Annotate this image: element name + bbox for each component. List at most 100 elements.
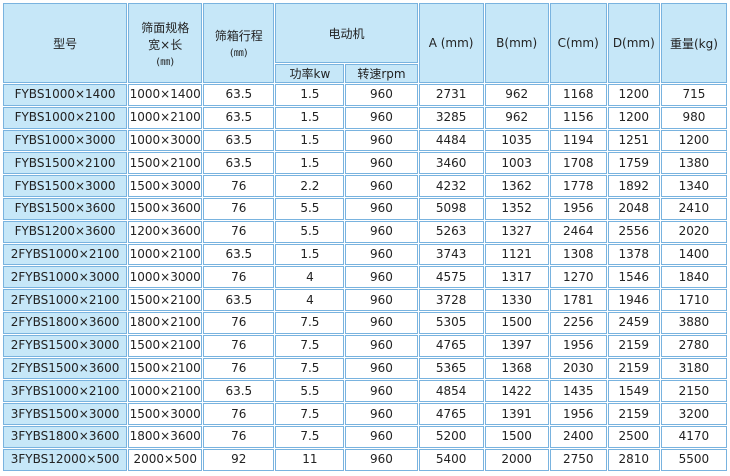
table-cell: 1946 xyxy=(607,289,660,311)
table-cell: 5.5 xyxy=(275,220,345,243)
table-cell: 63.5 xyxy=(203,152,275,175)
table-cell: 980 xyxy=(660,106,727,129)
table-cell: 1500×2100 xyxy=(128,334,203,357)
table-cell: 1710 xyxy=(660,289,727,311)
table-cell: 63.5 xyxy=(203,129,275,152)
table-cell: 962 xyxy=(484,106,549,129)
table-cell: 1380 xyxy=(660,152,727,175)
table-cell: 960 xyxy=(345,448,418,471)
table-cell: 3728 xyxy=(418,289,484,311)
table-cell: 3285 xyxy=(418,106,484,129)
table-cell: 1549 xyxy=(607,380,660,403)
table-cell: 960 xyxy=(345,220,418,243)
table-cell: 1435 xyxy=(549,380,607,403)
table-cell: 76 xyxy=(203,357,275,380)
table-cell: 1.5 xyxy=(275,152,345,175)
table-cell: 960 xyxy=(345,311,418,334)
table-cell: 715 xyxy=(660,84,727,106)
table-cell: 960 xyxy=(345,289,418,311)
table-row: FYBS1000×2100 1000×2100 63.5 1.5 960 3285 962 1… xyxy=(3,106,727,129)
table-cell: 4 xyxy=(275,266,345,289)
table-cell: 1035 xyxy=(484,129,549,152)
table-cell: 960 xyxy=(345,403,418,425)
table-cell: 1546 xyxy=(607,266,660,289)
table-cell: 3FYBS1000×2100 xyxy=(3,380,128,403)
table-cell: 2000 xyxy=(484,448,549,471)
table-cell: 1317 xyxy=(484,266,549,289)
table-cell: 3743 xyxy=(418,243,484,266)
table-cell: 3180 xyxy=(660,357,727,380)
table-cell: 2556 xyxy=(607,220,660,243)
table-cell: 1000×2100 xyxy=(128,380,203,403)
table-cell: 1330 xyxy=(484,289,549,311)
table-cell: 2159 xyxy=(607,357,660,380)
table-cell: 1251 xyxy=(607,129,660,152)
header-cell: 转速rpm xyxy=(345,64,418,83)
table-cell: 1892 xyxy=(607,175,660,197)
table-cell: 5500 xyxy=(660,448,727,471)
table-cell: 1500 xyxy=(484,311,549,334)
table-cell: 2FYBS1500×3000 xyxy=(3,334,128,357)
table-cell: FYBS1200×3600 xyxy=(3,220,128,243)
table-body: FYBS1000×1400 1000×1400 63.5 1.5 960 2731 962 1… xyxy=(3,84,727,471)
table-cell: 3880 xyxy=(660,311,727,334)
table-cell: 1778 xyxy=(549,175,607,197)
header-cell: 重量(kg) xyxy=(660,3,727,83)
table-row: 2FYBS1000×2100 1500×2100 63.5 4 960 3728 1330 1… xyxy=(3,289,727,311)
header-cell: D(mm) xyxy=(607,3,660,83)
table-cell: 5.5 xyxy=(275,380,345,403)
table-cell: 7.5 xyxy=(275,425,345,448)
table-cell: 3460 xyxy=(418,152,484,175)
table-cell: 1500×2100 xyxy=(128,357,203,380)
table-cell: 3200 xyxy=(660,403,727,425)
table-row: 2FYBS1500×3000 1500×2100 76 7.5 960 4765 1397 1… xyxy=(3,334,727,357)
table-cell: FYBS1500×2100 xyxy=(3,152,128,175)
table-cell: 4232 xyxy=(418,175,484,197)
table-cell: FYBS1000×1400 xyxy=(3,84,128,106)
header-cell: 型号 xyxy=(3,3,128,83)
table-cell: 76 xyxy=(203,334,275,357)
header-cell: B(mm) xyxy=(484,3,549,83)
table-cell: 76 xyxy=(203,220,275,243)
table-cell: 1327 xyxy=(484,220,549,243)
table-row: FYBS1500×3600 1500×3600 76 5.5 960 5098 1352 19… xyxy=(3,197,727,220)
table-cell: 63.5 xyxy=(203,289,275,311)
table-row: FYBS1500×2100 1500×2100 63.5 1.5 960 3460 1003… xyxy=(3,152,727,175)
table-cell: 1840 xyxy=(660,266,727,289)
table-cell: 2750 xyxy=(549,448,607,471)
table-cell: 7.5 xyxy=(275,311,345,334)
table-cell: 2000×500 xyxy=(128,448,203,471)
table-cell: 5400 xyxy=(418,448,484,471)
table-cell: 63.5 xyxy=(203,380,275,403)
table-cell: 1362 xyxy=(484,175,549,197)
table-cell: 1956 xyxy=(549,197,607,220)
table-row: FYBS1200×3600 1200×3600 76 5.5 960 5263 1327 24… xyxy=(3,220,727,243)
table-cell: 1000×3000 xyxy=(128,129,203,152)
table-cell: FYBS1500×3600 xyxy=(3,197,128,220)
table-cell: 2159 xyxy=(607,403,660,425)
table-cell: FYBS1000×2100 xyxy=(3,106,128,129)
table-cell: 1397 xyxy=(484,334,549,357)
table-cell: 960 xyxy=(345,106,418,129)
header-cell: 电动机 xyxy=(275,3,418,63)
table-cell: 4484 xyxy=(418,129,484,152)
table-cell: 2810 xyxy=(607,448,660,471)
table-row: 3FYBS1800×3600 1800×3600 76 7.5 960 5200 1500 2… xyxy=(3,425,727,448)
table-row: 2FYBS1000×3000 1000×3000 76 4 960 4575 1317 127… xyxy=(3,266,727,289)
header-cell: C(mm) xyxy=(549,3,607,83)
header-line: 筛箱行程 xyxy=(214,29,263,43)
table-cell: 1500 xyxy=(484,425,549,448)
table-cell: 1.5 xyxy=(275,243,345,266)
table-cell: 7.5 xyxy=(275,403,345,425)
table-cell: 4765 xyxy=(418,403,484,425)
table-cell: 1368 xyxy=(484,357,549,380)
table-cell: 960 xyxy=(345,380,418,403)
table-row: FYBS1500×3000 1500×3000 76 2.2 960 4232 1362 17… xyxy=(3,175,727,197)
table-cell: 2731 xyxy=(418,84,484,106)
table-cell: 4575 xyxy=(418,266,484,289)
table-cell: 1708 xyxy=(549,152,607,175)
table-cell: 1500×3000 xyxy=(128,403,203,425)
table-cell: 1800×2100 xyxy=(128,311,203,334)
table-cell: 1.5 xyxy=(275,84,345,106)
table-cell: 76 xyxy=(203,266,275,289)
